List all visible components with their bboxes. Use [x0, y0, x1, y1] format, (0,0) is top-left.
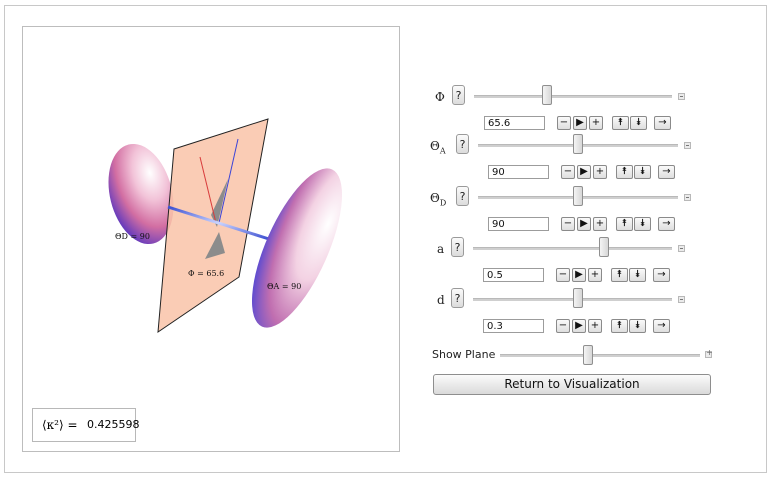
d-slider-track[interactable] [473, 298, 672, 301]
theta_a-label-subscript: A [439, 146, 446, 156]
theta_a-decrement-button[interactable]: − [561, 165, 575, 179]
theta_d-faster-button[interactable]: ⯭ [616, 217, 633, 231]
theta_a-increment-button[interactable]: + [593, 165, 607, 179]
theta_d-increment-button[interactable]: + [593, 217, 607, 231]
d-slider-thumb[interactable] [573, 288, 583, 308]
a-faster-button[interactable]: ⯭ [611, 268, 628, 282]
d-value-field[interactable]: 0.3 [483, 319, 544, 333]
theta_a-slider-thumb[interactable] [573, 134, 583, 154]
show-plane-expand-icon[interactable] [705, 348, 713, 358]
a-value-field[interactable]: 0.5 [483, 268, 544, 282]
d-slower-button[interactable]: ⯯ [629, 319, 646, 333]
acceptor-ellipsoid [251, 168, 343, 328]
theta_d-label-text: Θ [430, 191, 440, 205]
a-decrement-button[interactable]: − [556, 268, 570, 282]
theta_d-direction-button[interactable]: → [658, 217, 675, 231]
phi-faster-button[interactable]: ⯭ [612, 116, 629, 130]
theta_a-play-button[interactable]: ▶ [577, 165, 591, 179]
show-plane-slider-track[interactable] [500, 354, 700, 357]
a-slider-thumb[interactable] [599, 237, 609, 257]
kappa-value: 0.425598 [87, 418, 140, 431]
a-slower-button[interactable]: ⯯ [629, 268, 646, 282]
phi-slower-button[interactable]: ⯯ [630, 116, 647, 130]
a-increment-button[interactable]: + [588, 268, 602, 282]
phi-value-field[interactable]: 65.6 [484, 116, 545, 130]
a-direction-button[interactable]: → [653, 268, 670, 282]
phi-decrement-button[interactable]: − [557, 116, 571, 130]
theta_a-help-button[interactable]: ? [456, 134, 469, 154]
a-slider-track[interactable] [473, 247, 672, 250]
red-axis-line [199, 156, 217, 224]
theta_d-play-button[interactable]: ▶ [577, 217, 591, 231]
label-theta-d: ΘD = 90 [115, 232, 150, 241]
d-collapse-icon[interactable] [678, 296, 685, 303]
theta_d-collapse-icon[interactable] [684, 194, 691, 201]
label-phi: Φ = 65.6 [188, 269, 224, 278]
a-label: a [437, 242, 444, 256]
scene-graphic: ΘD = 90 Φ = 65.6 ΘA = 90 [108, 118, 343, 334]
theta_a-value-field[interactable]: 90 [488, 165, 549, 179]
cone-lower [205, 232, 225, 259]
phi-increment-button[interactable]: + [589, 116, 603, 130]
theta_a-collapse-icon[interactable] [684, 142, 691, 149]
d-decrement-button[interactable]: − [556, 319, 570, 333]
phi-collapse-icon[interactable] [678, 93, 685, 100]
theta_a-direction-button[interactable]: → [658, 165, 675, 179]
connecting-rod [167, 205, 270, 241]
theta_d-slider-thumb[interactable] [573, 186, 583, 206]
phi-label-text: Φ [435, 90, 445, 104]
phi-help-button[interactable]: ? [452, 85, 465, 105]
theta_d-label-subscript: D [439, 198, 447, 208]
a-collapse-icon[interactable] [678, 245, 685, 252]
theta_d-value-field[interactable]: 90 [488, 217, 549, 231]
theta_a-label-text: Θ [430, 139, 440, 153]
measurement-plane [157, 118, 269, 334]
d-label-text: d [437, 293, 445, 307]
d-label: d [437, 293, 445, 307]
kappa-label: ⟨κ²⟩ = [42, 418, 78, 432]
blue-axis-line [218, 138, 239, 224]
detector-ellipsoid [108, 143, 174, 245]
phi-direction-button[interactable]: → [654, 116, 671, 130]
d-faster-button[interactable]: ⯭ [611, 319, 628, 333]
3d-viewport[interactable]: ΘD = 90 Φ = 65.6 ΘA = 90 ⟨κ²⟩ = 0.425598 [22, 26, 400, 452]
theta_d-label: ΘD [430, 191, 446, 207]
theta_a-faster-button[interactable]: ⯭ [616, 165, 633, 179]
phi-play-button[interactable]: ▶ [573, 116, 587, 130]
a-help-button[interactable]: ? [451, 237, 464, 257]
phi-slider-track[interactable] [474, 95, 672, 98]
d-increment-button[interactable]: + [588, 319, 602, 333]
d-play-button[interactable]: ▶ [572, 319, 586, 333]
d-help-button[interactable]: ? [451, 288, 464, 308]
d-direction-button[interactable]: → [653, 319, 670, 333]
show-plane-slider-thumb[interactable] [583, 345, 593, 365]
theta_d-slower-button[interactable]: ⯯ [634, 217, 651, 231]
phi-slider-thumb[interactable] [542, 85, 552, 105]
label-theta-a: ΘA = 90 [267, 282, 301, 291]
a-label-text: a [437, 242, 445, 256]
theta_a-slower-button[interactable]: ⯯ [634, 165, 651, 179]
theta_d-help-button[interactable]: ? [456, 186, 469, 206]
cone-upper [211, 179, 228, 227]
a-play-button[interactable]: ▶ [572, 268, 586, 282]
phi-label: Φ [435, 90, 445, 104]
show-plane-label: Show Plane [432, 348, 496, 361]
theta_d-decrement-button[interactable]: − [561, 217, 575, 231]
kappa-readout: ⟨κ²⟩ = 0.425598 [32, 408, 140, 442]
theta_a-label: ΘA [430, 139, 446, 155]
return-to-visualization-button[interactable]: Return to Visualization [433, 374, 711, 395]
